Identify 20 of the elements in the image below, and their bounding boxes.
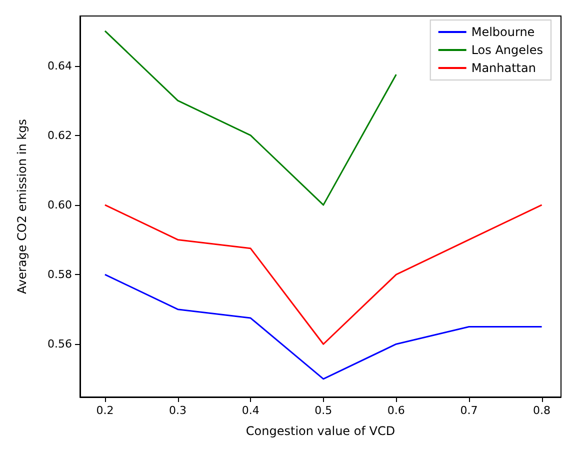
legend-label: Los Angeles bbox=[471, 43, 544, 57]
x-tick-label: 0.4 bbox=[242, 404, 260, 417]
x-tick-label: 0.3 bbox=[169, 404, 187, 417]
y-tick-label: 0.64 bbox=[48, 59, 72, 72]
line-series bbox=[104, 30, 397, 206]
y-tick-label: 0.56 bbox=[48, 338, 72, 351]
y-tick-label: 0.62 bbox=[48, 128, 72, 142]
y-tick-label: 0.58 bbox=[48, 268, 72, 282]
x-tick-label: 0.7 bbox=[460, 404, 478, 417]
x-tick-label: 0.5 bbox=[314, 404, 332, 417]
line-series bbox=[104, 204, 543, 345]
line-series bbox=[104, 274, 543, 380]
y-axis-title: Average CO2 emission in kgs bbox=[15, 119, 29, 294]
y-tick-label: 0.60 bbox=[48, 198, 72, 212]
legend-label: Manhattan bbox=[471, 61, 536, 75]
x-tick-label: 0.6 bbox=[387, 404, 405, 417]
x-tick-label: 0.8 bbox=[533, 404, 551, 417]
x-axis-title: Congestion value of VCD bbox=[246, 424, 396, 438]
x-tick-label: 0.2 bbox=[96, 404, 114, 417]
legend-label: Melbourne bbox=[471, 25, 535, 39]
